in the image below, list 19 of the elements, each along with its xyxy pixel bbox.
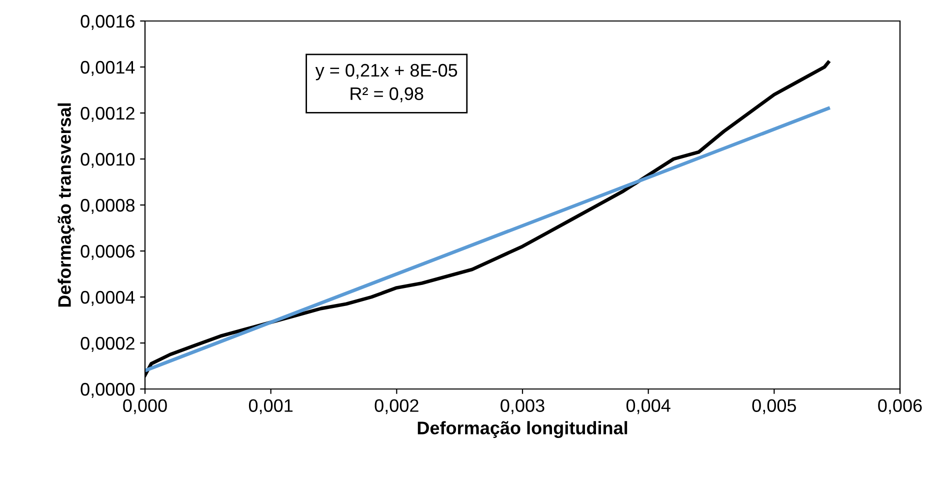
y-tick-label: 0,0012	[80, 106, 134, 122]
y-tick-label: 0,0002	[80, 336, 134, 352]
y-tick-label: 0,0006	[80, 244, 134, 260]
y-axis-title: Deformação transversal	[58, 103, 75, 307]
y-tick-label: 0,0014	[80, 60, 135, 76]
x-tick-label: 0,000	[123, 399, 167, 414]
y-tick-label: 0,0008	[80, 198, 134, 214]
y-tick-label: 0,0004	[80, 290, 135, 306]
x-tick-label: 0,006	[878, 399, 922, 414]
x-tick-label: 0,002	[374, 399, 418, 414]
annotation: y = 0,21x + 8E-05 R² = 0,98	[315, 64, 458, 102]
y-tick-label: 0,0010	[80, 152, 135, 168]
x-tick-label: 0,004	[626, 399, 670, 414]
y-tick-label: 0,0000	[80, 382, 135, 398]
x-axis-title: Deformação longitudinal	[418, 421, 628, 438]
y-tick-label: 0,0016	[80, 14, 134, 30]
x-tick-label: 0,003	[500, 399, 544, 414]
x-tick-label: 0,005	[752, 399, 796, 414]
x-tick-label: 0,001	[248, 399, 293, 414]
